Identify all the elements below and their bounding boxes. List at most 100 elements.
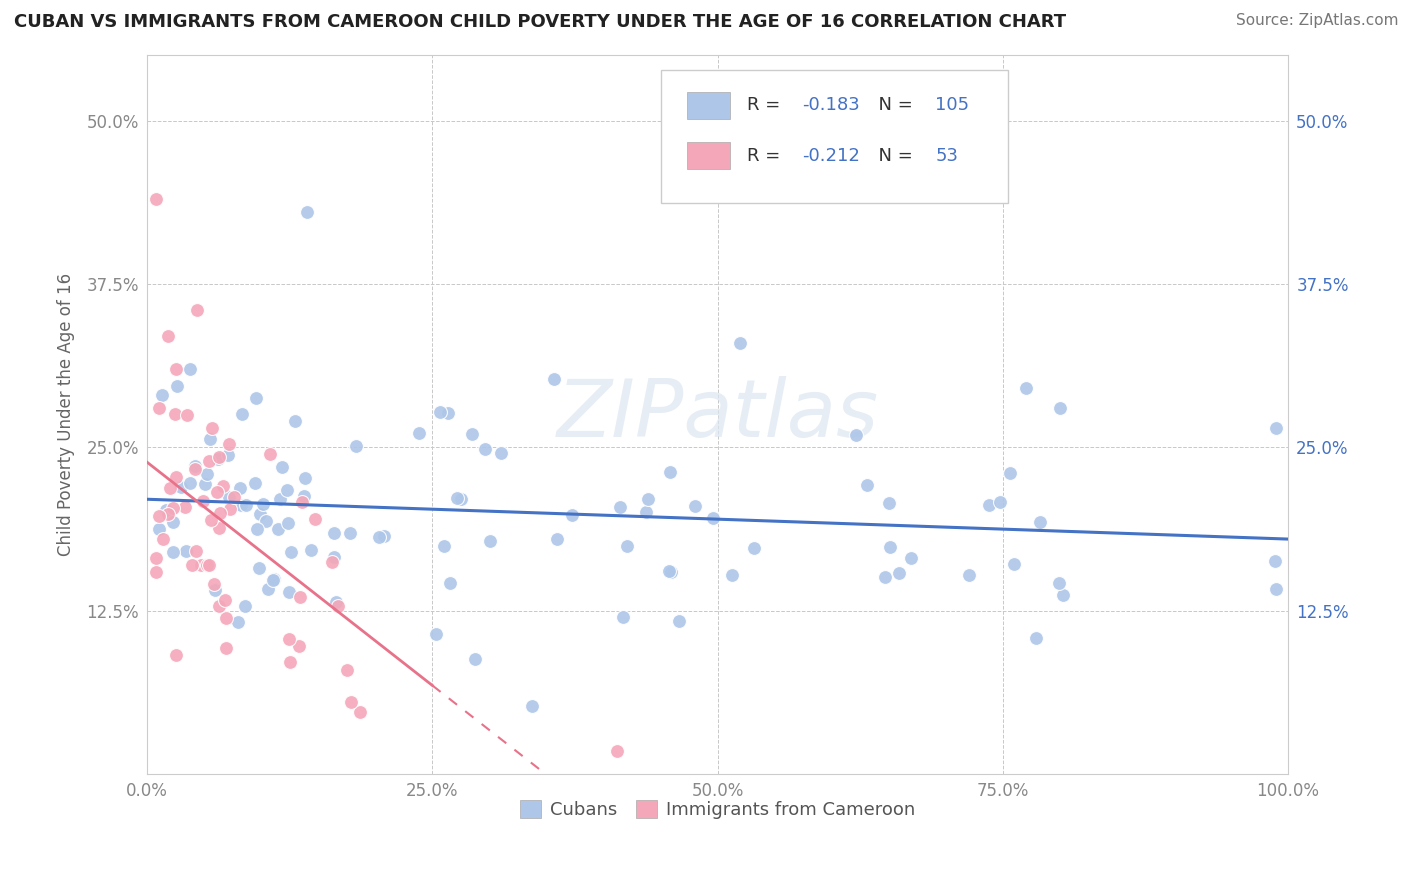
Point bbox=[215, 611, 238, 625]
Point bbox=[150, 388, 173, 402]
Point bbox=[204, 582, 226, 597]
Text: -0.212: -0.212 bbox=[801, 147, 860, 165]
Point bbox=[489, 446, 512, 460]
Point bbox=[170, 479, 193, 493]
Point bbox=[205, 485, 228, 500]
Point bbox=[879, 540, 901, 554]
Point bbox=[270, 460, 292, 475]
Point bbox=[877, 496, 900, 510]
Point bbox=[460, 426, 482, 441]
Point bbox=[229, 498, 252, 512]
Point bbox=[247, 561, 270, 575]
Point bbox=[658, 465, 681, 479]
Point bbox=[294, 470, 316, 484]
Point bbox=[162, 501, 184, 516]
Point bbox=[873, 569, 896, 583]
Point bbox=[179, 361, 201, 376]
Point bbox=[543, 372, 565, 386]
Point bbox=[217, 448, 239, 462]
Point bbox=[269, 492, 291, 507]
Point bbox=[155, 503, 177, 517]
Point bbox=[323, 550, 346, 565]
Point bbox=[278, 655, 301, 669]
Point bbox=[636, 505, 658, 519]
Point bbox=[226, 615, 249, 629]
Point bbox=[259, 447, 281, 461]
Point bbox=[340, 694, 363, 708]
Point bbox=[1029, 515, 1052, 529]
Point bbox=[195, 558, 218, 572]
Point bbox=[277, 516, 299, 530]
Point bbox=[474, 442, 496, 457]
Point bbox=[179, 476, 201, 491]
Point bbox=[159, 482, 181, 496]
Point bbox=[246, 522, 269, 536]
Point bbox=[280, 545, 302, 559]
Point bbox=[439, 576, 461, 591]
Point bbox=[437, 406, 460, 420]
Point bbox=[1052, 588, 1074, 602]
Point bbox=[218, 491, 240, 505]
Point bbox=[165, 362, 187, 376]
Point bbox=[344, 439, 367, 453]
Point bbox=[367, 530, 389, 544]
Point bbox=[299, 542, 322, 557]
Point bbox=[446, 491, 468, 506]
Point bbox=[730, 335, 752, 350]
Point bbox=[195, 467, 218, 481]
Point bbox=[183, 459, 205, 474]
Point bbox=[1002, 557, 1025, 571]
Point bbox=[702, 510, 724, 524]
Point bbox=[561, 508, 583, 523]
Point bbox=[231, 407, 253, 421]
FancyBboxPatch shape bbox=[686, 142, 730, 169]
Point bbox=[165, 648, 187, 662]
Point bbox=[616, 539, 638, 553]
Point bbox=[326, 599, 349, 614]
Point bbox=[290, 590, 312, 604]
Point bbox=[193, 494, 215, 508]
Point bbox=[214, 593, 236, 607]
Point bbox=[304, 511, 326, 525]
Point bbox=[200, 512, 222, 526]
Point bbox=[194, 477, 217, 491]
Point bbox=[478, 534, 501, 549]
Point bbox=[291, 495, 314, 509]
Point bbox=[162, 545, 184, 559]
Point bbox=[208, 450, 231, 464]
Y-axis label: Child Poverty Under the Age of 16: Child Poverty Under the Age of 16 bbox=[58, 273, 75, 557]
Point bbox=[742, 541, 765, 555]
Point bbox=[1265, 420, 1288, 434]
Point bbox=[977, 498, 1000, 512]
Text: 53: 53 bbox=[935, 147, 959, 165]
Point bbox=[277, 632, 299, 647]
Point bbox=[1025, 632, 1047, 646]
Point bbox=[323, 526, 346, 541]
Point bbox=[606, 744, 628, 758]
Point bbox=[243, 476, 266, 491]
Text: 105: 105 bbox=[935, 96, 970, 114]
Point bbox=[321, 555, 343, 569]
Point bbox=[249, 507, 271, 521]
Point bbox=[295, 205, 318, 219]
Point bbox=[262, 573, 284, 587]
Point bbox=[218, 502, 240, 516]
Point bbox=[208, 521, 231, 535]
Point bbox=[845, 428, 868, 442]
Point bbox=[721, 567, 744, 582]
Point bbox=[408, 425, 430, 440]
Text: N =: N = bbox=[868, 147, 918, 165]
Point bbox=[856, 477, 879, 491]
Point bbox=[659, 565, 682, 579]
Text: CUBAN VS IMMIGRANTS FROM CAMEROON CHILD POVERTY UNDER THE AGE OF 16 CORRELATION : CUBAN VS IMMIGRANTS FROM CAMEROON CHILD … bbox=[14, 13, 1066, 31]
Point bbox=[190, 558, 212, 573]
Point bbox=[349, 705, 371, 719]
Point bbox=[176, 408, 198, 422]
Point bbox=[339, 525, 361, 540]
Point bbox=[900, 550, 922, 565]
Point bbox=[148, 522, 170, 536]
Point bbox=[156, 329, 179, 343]
Point bbox=[163, 407, 186, 421]
Point bbox=[658, 565, 681, 579]
Point bbox=[429, 404, 451, 418]
